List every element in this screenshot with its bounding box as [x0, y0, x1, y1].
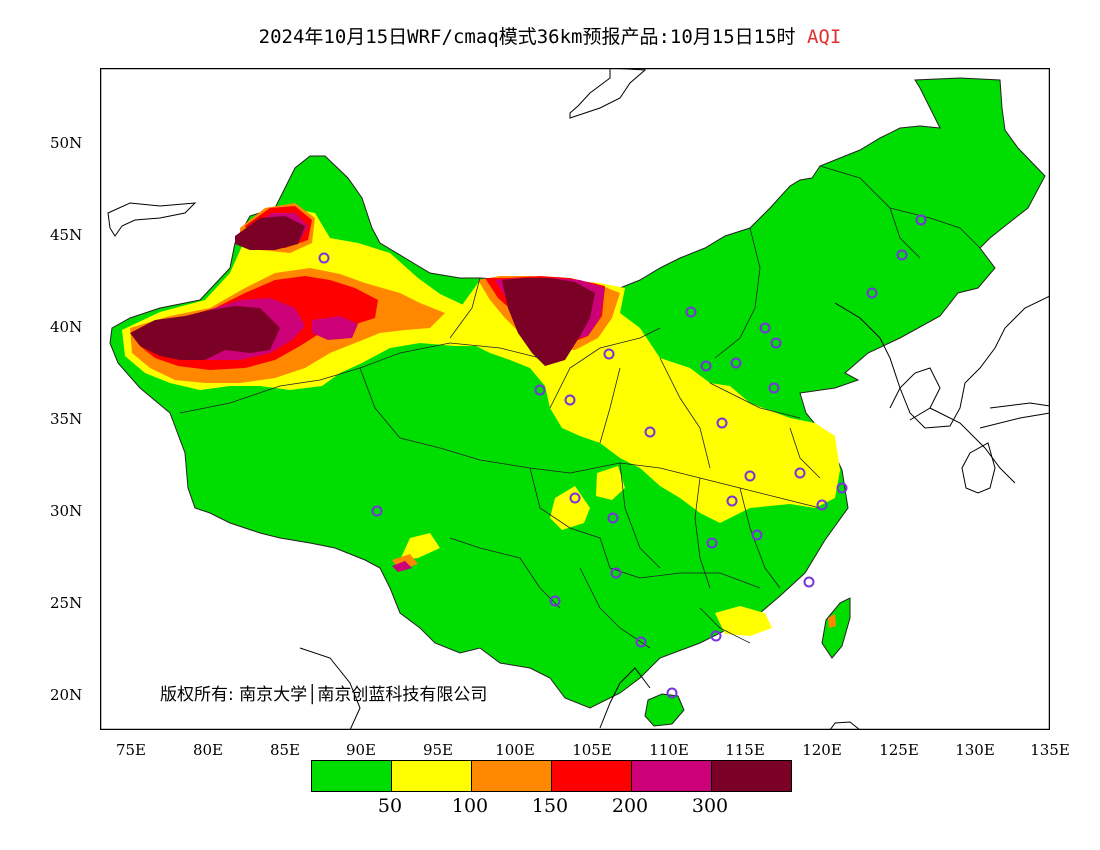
station-marker	[371, 505, 383, 517]
map-frame	[100, 68, 1050, 730]
station-marker	[666, 687, 678, 699]
lat-label-20n: 20N	[50, 686, 83, 704]
legend-swatch-good	[312, 761, 392, 791]
yellow-zone-sichuan-2	[596, 466, 625, 500]
legend-value-100: 100	[451, 795, 489, 817]
taiwan-island	[821, 597, 851, 659]
legend-swatch-unhealthy	[552, 761, 632, 791]
map-title-variable: AQI	[806, 26, 842, 48]
aqi-map-canvas	[100, 68, 1050, 730]
station-marker	[759, 322, 771, 334]
aqi-map	[100, 68, 1050, 730]
lat-label-25n: 25N	[50, 594, 83, 612]
lon-label-100e: 100E	[495, 741, 535, 759]
darkred-zone-tarim	[130, 306, 280, 360]
station-marker	[569, 492, 581, 504]
lon-label-110e: 110E	[649, 741, 689, 759]
aqi-legend	[311, 760, 792, 792]
darkred-zone-alxa	[502, 278, 595, 366]
station-marker	[836, 482, 848, 494]
legend-value-150: 150	[531, 795, 569, 817]
station-marker	[768, 382, 780, 394]
station-marker	[610, 567, 622, 579]
station-marker	[534, 384, 546, 396]
lon-label-75e: 75E	[115, 741, 147, 759]
copyright-notice: 版权所有: 南京大学│南京创蓝科技有限公司	[160, 685, 488, 705]
lon-label-130e: 130E	[955, 741, 995, 759]
station-marker	[716, 417, 728, 429]
taiwan-orange	[828, 614, 836, 628]
lon-label-120e: 120E	[802, 741, 842, 759]
station-marker	[744, 470, 756, 482]
hainan-island	[644, 693, 685, 727]
neighbor-coastlines	[107, 68, 1050, 730]
station-marker	[644, 426, 656, 438]
legend-swatch-hazardous	[712, 761, 791, 791]
station-marker	[685, 306, 697, 318]
map-title-text: 2024年10月15日WRF/cmaq模式36km预报产品:10月15日15时	[258, 26, 796, 48]
station-marker	[730, 357, 742, 369]
station-marker	[896, 249, 908, 261]
lat-label-40n: 40N	[50, 318, 83, 336]
magenta-zone-south-edge	[392, 561, 412, 572]
station-marker	[915, 214, 927, 226]
station-marker	[603, 348, 615, 360]
lon-label-135e: 135E	[1030, 741, 1070, 759]
lon-label-95e: 95E	[422, 741, 454, 759]
lat-label-50n: 50N	[50, 134, 83, 152]
station-marker	[318, 252, 330, 264]
province-boundaries	[179, 165, 981, 649]
lat-label-35n: 35N	[50, 410, 83, 428]
lon-label-125e: 125E	[879, 741, 919, 759]
lon-label-105e: 105E	[572, 741, 612, 759]
yellow-zone-southwest-edge	[400, 533, 440, 560]
station-marker	[710, 630, 722, 642]
legend-swatch-very-unhealthy	[632, 761, 712, 791]
station-marker	[770, 337, 782, 349]
lat-label-30n: 30N	[50, 502, 83, 520]
station-marker	[726, 495, 738, 507]
lon-label-85e: 85E	[269, 741, 301, 759]
station-marker	[706, 537, 718, 549]
lon-label-115e: 115E	[725, 741, 765, 759]
yellow-zone-southeast	[715, 606, 772, 636]
map-title: 2024年10月15日WRF/cmaq模式36km预报产品:10月15日15时 …	[0, 22, 1100, 49]
legend-value-50: 50	[377, 795, 403, 817]
magenta-zone-tarim-east	[312, 316, 358, 340]
station-markers	[318, 214, 927, 699]
lat-label-45n: 45N	[50, 226, 83, 244]
lon-label-90e: 90E	[345, 741, 377, 759]
station-marker	[866, 287, 878, 299]
station-marker	[564, 394, 576, 406]
darkred-zone-dzungaria	[235, 216, 305, 250]
legend-swatch-moderate	[392, 761, 472, 791]
station-marker	[751, 529, 763, 541]
station-marker	[803, 576, 815, 588]
station-marker	[607, 512, 619, 524]
station-marker	[635, 636, 647, 648]
legend-value-300: 300	[691, 795, 729, 817]
legend-swatch-unhealthy-sensitive	[472, 761, 552, 791]
station-marker	[816, 499, 828, 511]
station-marker	[549, 595, 561, 607]
station-marker	[794, 467, 806, 479]
legend-value-200: 200	[611, 795, 649, 817]
lon-label-80e: 80E	[192, 741, 224, 759]
station-marker	[700, 360, 712, 372]
